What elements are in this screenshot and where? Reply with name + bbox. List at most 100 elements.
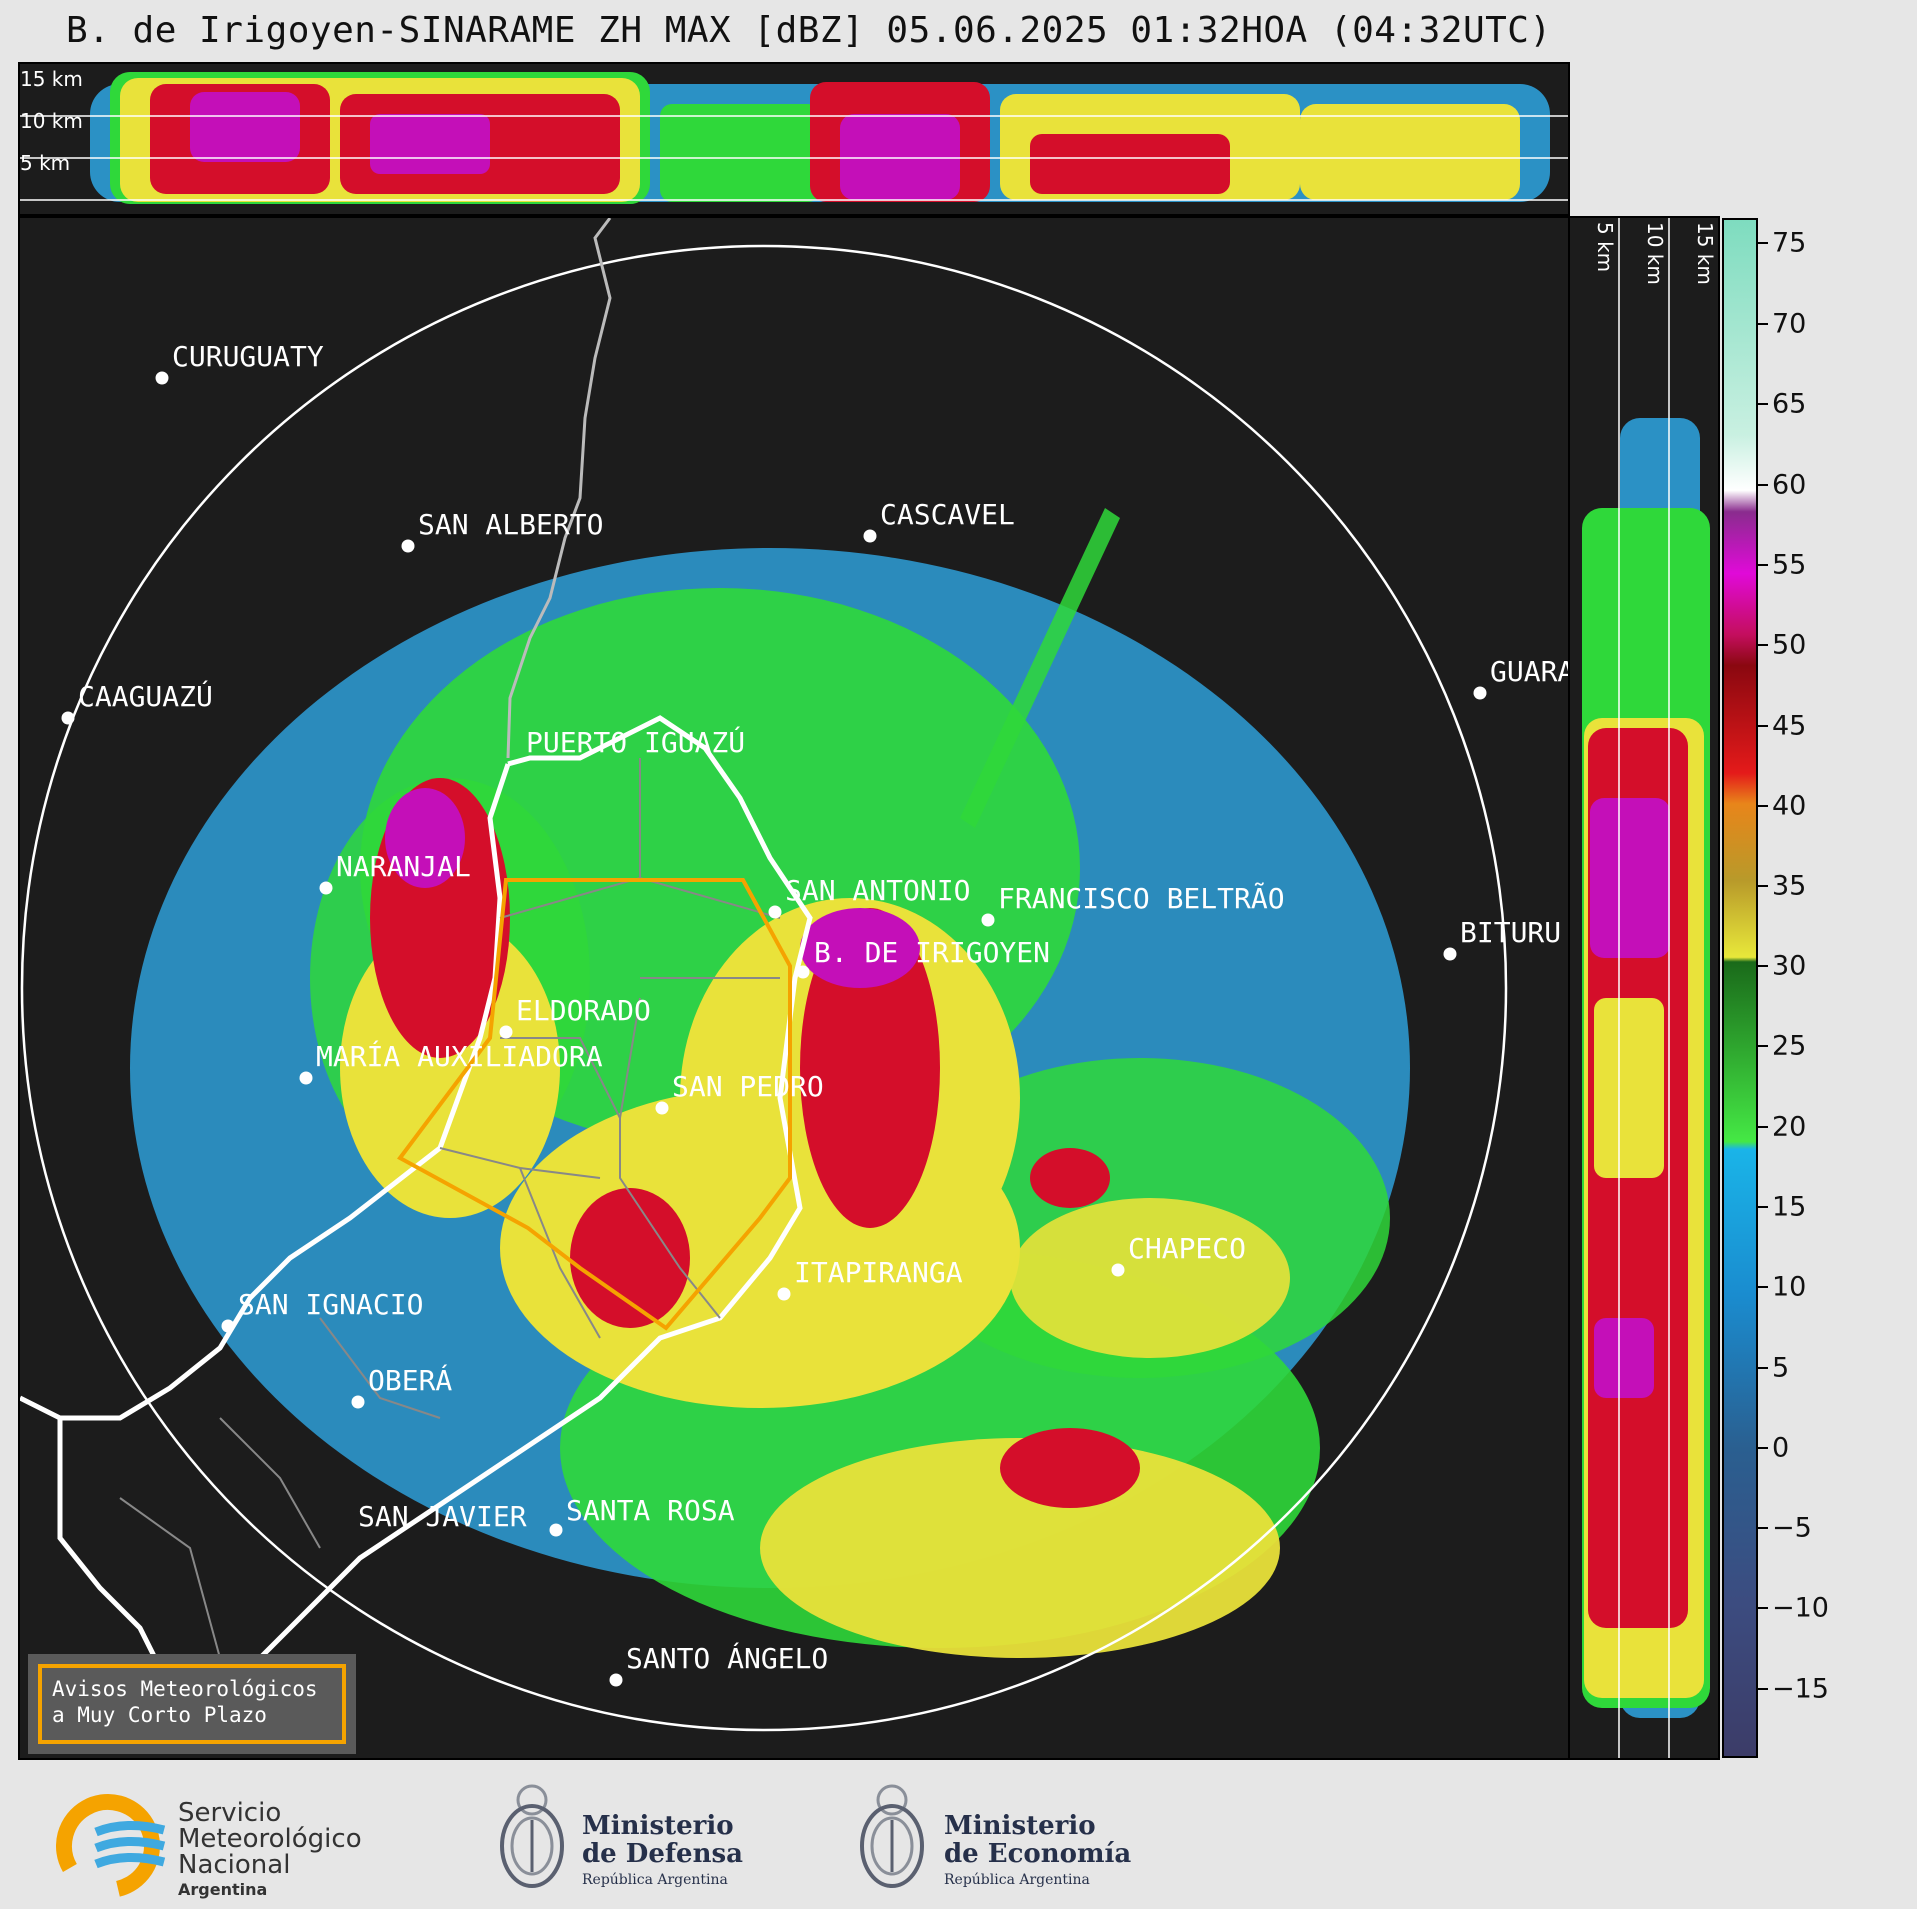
- defensa-logo-line3: República Argentina: [582, 1872, 728, 1888]
- dbz-colorbar: [1722, 218, 1758, 1758]
- side-cross-section-svg: 5 km 10 km 15 km: [1582, 218, 1717, 1758]
- city-marker-san-antonio: [768, 905, 782, 919]
- colorbar-tick: [1758, 725, 1768, 727]
- city-marker-naranjal: [319, 881, 333, 895]
- defensa-logo-line1: Ministerio: [582, 1811, 734, 1841]
- city-label-chapeco: CHAPECO: [1128, 1232, 1246, 1265]
- range-ring: [20, 244, 1508, 1732]
- radar-map[interactable]: CURUGUATY SAN ALBERTO CASCAVEL CAAGUAZÚ …: [18, 216, 1570, 1760]
- warning-polygon[interactable]: [397, 878, 792, 1331]
- colorbar-label-30: 30: [1772, 950, 1807, 982]
- colorbar-tick: [1758, 1286, 1768, 1288]
- city-label-puerto-iguazu: PUERTO IGUAZÚ: [526, 725, 745, 759]
- side-height-label-5: 5 km: [1593, 222, 1617, 272]
- warning-legend-line1: Avisos Meteorológicos: [52, 1677, 318, 1701]
- colorbar-tick: [1758, 323, 1768, 325]
- city-marker-bituru: [1443, 947, 1457, 961]
- top-height-label-10: 10 km: [20, 109, 83, 133]
- colorbar-tick: [1758, 805, 1768, 807]
- colorbar-label-55: 55: [1772, 549, 1807, 581]
- footer: Servicio Meteorológico Nacional Argentin…: [0, 1762, 1917, 1909]
- city-label-cascavel: CASCAVEL: [880, 498, 1015, 531]
- warning-legend-frame: Avisos Meteorológicos a Muy Corto Plazo: [38, 1664, 346, 1744]
- city-label-itapiranga: ITAPIRANGA: [794, 1256, 963, 1289]
- economia-logo-line2: de Economía: [944, 1839, 1132, 1869]
- city-label-san-pedro: SAN PEDRO: [672, 1070, 824, 1103]
- colorbar-tick: [1758, 564, 1768, 566]
- colorbar-tick: [1758, 1367, 1768, 1369]
- smn-logo-line1: Servicio: [178, 1798, 282, 1828]
- colorbar-label-50: 50: [1772, 629, 1807, 661]
- colorbar-label-minus15: −15: [1772, 1673, 1829, 1705]
- colorbar-tick: [1758, 885, 1768, 887]
- city-label-guara: GUARA: [1490, 655, 1570, 688]
- top-cross-section-svg: 15 km 10 km 5 km: [20, 67, 1568, 204]
- defensa-logo-line2: de Defensa: [582, 1839, 743, 1869]
- city-marker-curuguaty: [155, 371, 169, 385]
- city-label-san-alberto: SAN ALBERTO: [418, 508, 603, 541]
- city-marker-san-ignacio: [221, 1319, 235, 1333]
- colorbar-label-70: 70: [1772, 308, 1807, 340]
- city-marker-itapiranga: [777, 1287, 791, 1301]
- colorbar-label-minus5: −5: [1772, 1512, 1812, 1544]
- city-label-santa-rosa: SANTA ROSA: [566, 1494, 735, 1527]
- colorbar-tick: [1758, 1045, 1768, 1047]
- city-label-eldorado: ELDORADO: [516, 994, 651, 1027]
- colorbar-label-60: 60: [1772, 469, 1807, 501]
- colorbar-svg: [1724, 220, 1756, 1756]
- city-marker-santo-angelo: [609, 1673, 623, 1687]
- colorbar-tick: [1758, 1447, 1768, 1449]
- defensa-logo: Ministerio de Defensa República Argentin…: [492, 1774, 752, 1904]
- colorbar-tick: [1758, 965, 1768, 967]
- warning-legend-line2: a Muy Corto Plazo: [52, 1703, 267, 1727]
- city-label-francisco-beltrao: FRANCISCO BELTRÃO: [998, 882, 1285, 915]
- colorbar-tick: [1758, 1126, 1768, 1128]
- colorbar-label-20: 20: [1772, 1111, 1807, 1143]
- city-markers: CURUGUATY SAN ALBERTO CASCAVEL CAAGUAZÚ …: [61, 340, 1570, 1687]
- city-marker-obera: [351, 1395, 365, 1409]
- colorbar-label-35: 35: [1772, 870, 1807, 902]
- smn-logo-icon: [56, 1794, 166, 1898]
- city-marker-chapeco: [1111, 1263, 1125, 1277]
- city-label-b-de-irigoyen: B. DE IRIGOYEN: [814, 936, 1050, 969]
- colorbar-label-45: 45: [1772, 710, 1807, 742]
- city-label-naranjal: NARANJAL: [336, 850, 471, 883]
- page-title: B. de Irigoyen-SINARAME ZH MAX [dBZ] 05.…: [66, 10, 1552, 51]
- side-cross-section-panel: 5 km 10 km 15 km: [1570, 216, 1720, 1760]
- smn-logo-line4: Argentina: [178, 1880, 268, 1899]
- city-marker-francisco-beltrao: [981, 913, 995, 927]
- coat-of-arms-icon: [500, 1784, 564, 1888]
- colorbar-tick: [1758, 242, 1768, 244]
- colorbar-gradient: [1724, 220, 1756, 1756]
- city-marker-b-de-irigoyen: [796, 965, 810, 979]
- colorbar-tick: [1758, 484, 1768, 486]
- coat-of-arms-icon: [860, 1784, 924, 1888]
- colorbar-label-75: 75: [1772, 227, 1807, 259]
- smn-logo-line3: Nacional: [178, 1850, 291, 1880]
- top-height-label-5: 5 km: [20, 151, 70, 175]
- top-echo-layer: [90, 72, 1550, 204]
- city-label-san-ignacio: SAN IGNACIO: [238, 1288, 423, 1321]
- city-label-caaguazu: CAAGUAZÚ: [78, 679, 213, 713]
- city-label-curuguaty: CURUGUATY: [172, 340, 324, 373]
- colorbar-label-10: 10: [1772, 1271, 1807, 1303]
- city-label-san-javier: SAN JAVIER: [358, 1500, 527, 1533]
- colorbar-label-5: 5: [1772, 1352, 1790, 1384]
- city-marker-eldorado: [499, 1025, 513, 1039]
- side-echo-layer: [1582, 418, 1710, 1718]
- city-label-maria-auxiliadora: MARÍA AUXILIADORA: [316, 1039, 603, 1073]
- city-marker-santa-rosa: [549, 1523, 563, 1537]
- side-height-label-15: 15 km: [1693, 222, 1717, 285]
- colorbar-label-minus10: −10: [1772, 1592, 1829, 1624]
- colorbar-label-0: 0: [1772, 1432, 1790, 1464]
- smn-logo-line2: Meteorológico: [178, 1824, 362, 1854]
- colorbar-label-65: 65: [1772, 388, 1807, 420]
- economia-logo-line3: República Argentina: [944, 1872, 1090, 1888]
- city-marker-caaguazu: [61, 711, 75, 725]
- city-marker-san-alberto: [401, 539, 415, 553]
- colorbar-tick: [1758, 403, 1768, 405]
- city-label-san-antonio: SAN ANTONIO: [785, 874, 970, 907]
- side-height-label-10: 10 km: [1643, 222, 1667, 285]
- city-marker-cascavel: [863, 529, 877, 543]
- reflectivity-layer: [130, 508, 1410, 1658]
